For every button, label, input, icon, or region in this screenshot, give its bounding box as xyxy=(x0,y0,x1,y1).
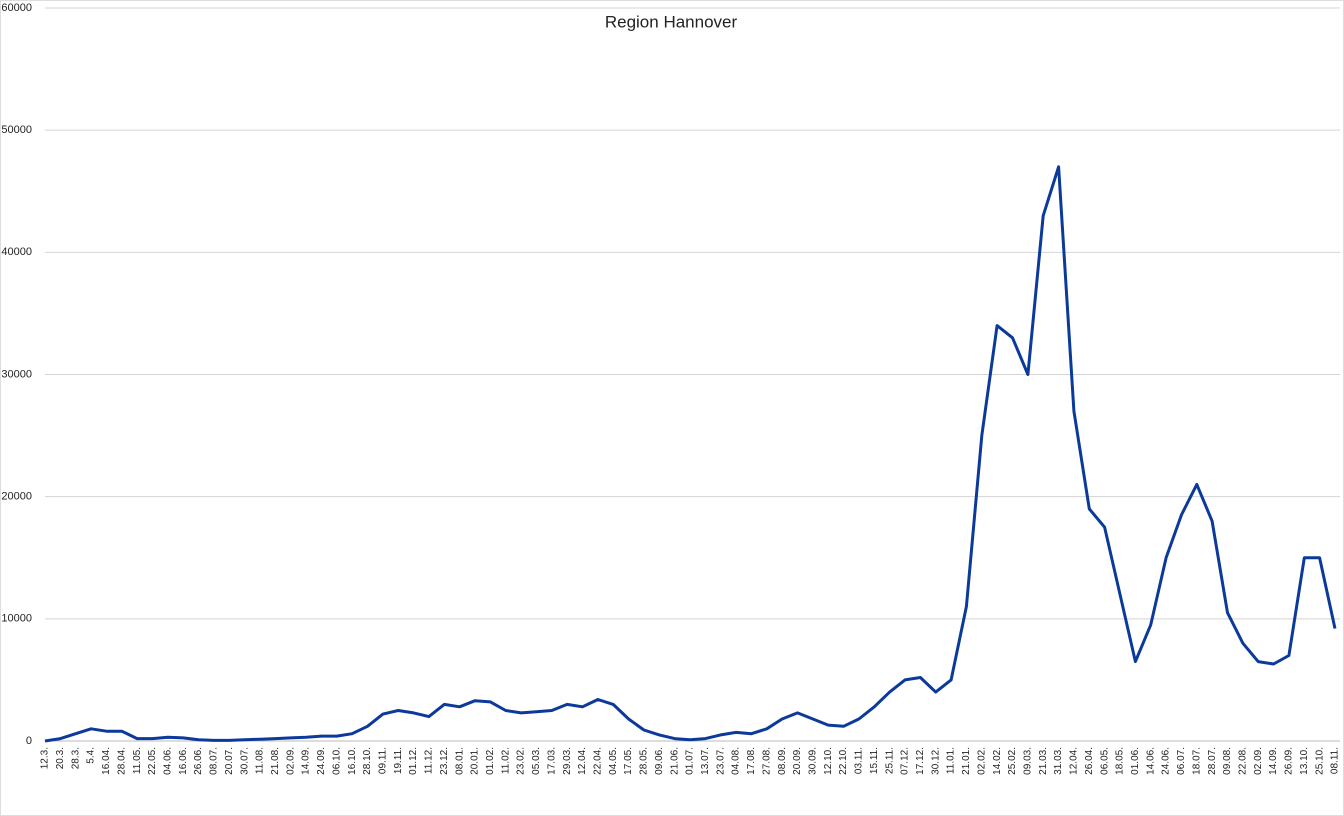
chart-title: Region Hannover xyxy=(605,12,738,31)
x-tick-label: 31.03. xyxy=(1053,747,1064,775)
x-tick-label: 14.09. xyxy=(1268,747,1279,775)
x-tick-label: 28.07. xyxy=(1207,747,1218,775)
data-line xyxy=(44,165,1337,743)
x-tick-label: 29.03. xyxy=(562,747,573,775)
x-tick-label: 23.12. xyxy=(439,747,450,775)
x-tick-label: 17.03. xyxy=(546,747,557,775)
y-tick-label: 20000 xyxy=(1,491,32,503)
x-tick-label: 26.09. xyxy=(1284,747,1295,775)
x-tick-label: 12.04. xyxy=(1069,747,1080,775)
x-tick-label: 06.05. xyxy=(1099,747,1110,775)
x-tick-label: 21.03. xyxy=(1038,747,1049,775)
x-tick-label: 25.10. xyxy=(1314,747,1325,775)
x-tick-label: 17.08. xyxy=(746,747,757,775)
x-tick-label: 11.02. xyxy=(500,747,511,774)
x-tick-label: 5.4. xyxy=(86,747,97,764)
x-tick-label: 02.09. xyxy=(285,747,296,775)
x-tick-label: 27.08. xyxy=(761,747,772,775)
x-tick-label: 05.03. xyxy=(531,747,542,775)
x-tick-label: 01.07. xyxy=(685,747,696,775)
x-tick-label: 04.06. xyxy=(162,747,173,775)
x-tick-label: 22.04. xyxy=(592,747,603,775)
x-tick-label: 09.08. xyxy=(1222,747,1233,775)
x-tick-label: 12.10. xyxy=(823,747,834,775)
x-tick-label: 28.3. xyxy=(70,747,81,769)
x-tick-label: 19.11. xyxy=(393,747,404,774)
x-tick-label: 06.10. xyxy=(331,747,342,775)
x-tick-label: 06.07. xyxy=(1176,747,1187,775)
x-tick-label: 14.09. xyxy=(301,747,312,775)
x-tick-label: 30.07. xyxy=(239,747,250,775)
x-tick-label: 20.3. xyxy=(55,747,66,769)
x-tick-label: 02.09. xyxy=(1253,747,1264,775)
x-tick-label: 03.11. xyxy=(854,747,865,774)
x-tick-label: 11.05. xyxy=(132,747,143,774)
x-tick-label: 21.06. xyxy=(669,747,680,775)
x-tick-label: 30.09. xyxy=(807,747,818,775)
x-tick-label: 12.04. xyxy=(577,747,588,775)
x-tick-label: 24.09. xyxy=(316,747,327,775)
x-tick-label: 04.05. xyxy=(608,747,619,775)
x-tick-label: 28.05. xyxy=(639,747,650,775)
x-tick-label: 01.06. xyxy=(1130,747,1141,775)
x-tick-label: 02.02. xyxy=(976,747,987,775)
x-tick-label: 18.05. xyxy=(1115,747,1126,775)
x-tick-label: 01.02. xyxy=(485,747,496,775)
x-tick-label: 08.01. xyxy=(454,747,465,775)
x-tick-label: 28.04. xyxy=(116,747,127,775)
x-tick-label: 21.01. xyxy=(961,747,972,775)
x-tick-label: 21.08. xyxy=(270,747,281,775)
x-tick-label: 18.07. xyxy=(1191,747,1202,775)
x-tick-label: 20.07. xyxy=(224,747,235,775)
x-tick-label: 23.02. xyxy=(516,747,527,775)
x-tick-label: 13.10. xyxy=(1299,747,1310,775)
x-tick-label: 30.12. xyxy=(930,747,941,775)
y-tick-label: 50000 xyxy=(1,124,32,136)
x-tick-label: 11.12. xyxy=(424,747,435,774)
x-tick-label: 26.04. xyxy=(1084,747,1095,775)
y-tick-label: 10000 xyxy=(1,613,32,625)
x-tick-label: 22.05. xyxy=(147,747,158,775)
x-tick-label: 09.06. xyxy=(654,747,665,775)
x-tick-label: 25.02. xyxy=(1007,747,1018,775)
x-tick-label: 15.11. xyxy=(869,747,880,774)
x-tick-label: 16.04. xyxy=(101,747,112,775)
x-tick-label: 16.06. xyxy=(178,747,189,775)
x-tick-label: 13.07. xyxy=(700,747,711,775)
x-tick-label: 09.11. xyxy=(377,747,388,774)
x-tick-label: 11.01. xyxy=(946,747,957,774)
y-tick-label: 0 xyxy=(26,735,32,747)
x-tick-label: 20.01. xyxy=(470,747,481,775)
x-tick-label: 20.09. xyxy=(792,747,803,775)
x-tick-label: 12.3. xyxy=(40,747,51,769)
x-tick-label: 23.07. xyxy=(715,747,726,775)
x-tick-label: 17.12. xyxy=(915,747,926,775)
x-tick-label: 28.10. xyxy=(362,747,373,775)
x-tick-label: 24.06. xyxy=(1161,747,1172,775)
x-tick-label: 14.02. xyxy=(992,747,1003,775)
x-tick-label: 26.06. xyxy=(193,747,204,775)
x-tick-label: 22.10. xyxy=(838,747,849,775)
x-tick-label: 08.07. xyxy=(209,747,220,775)
x-tick-label: 17.05. xyxy=(623,747,634,775)
y-tick-label: 30000 xyxy=(1,368,32,380)
x-tick-label: 09.03. xyxy=(1022,747,1033,775)
x-tick-label: 11.08. xyxy=(255,747,266,774)
x-tick-label: 22.08. xyxy=(1237,747,1248,775)
x-tick-label: 16.10. xyxy=(347,747,358,775)
x-tick-label: 14.06. xyxy=(1145,747,1156,775)
x-tick-label: 25.11. xyxy=(884,747,895,774)
x-tick-label: 04.08. xyxy=(731,747,742,775)
y-tick-label: 60000 xyxy=(1,2,32,14)
x-tick-label: 07.12. xyxy=(900,747,911,775)
y-tick-label: 40000 xyxy=(1,246,32,258)
x-tick-label: 08.11. xyxy=(1330,747,1341,774)
x-tick-label: 08.09. xyxy=(777,747,788,775)
x-tick-label: 01.12. xyxy=(408,747,419,775)
